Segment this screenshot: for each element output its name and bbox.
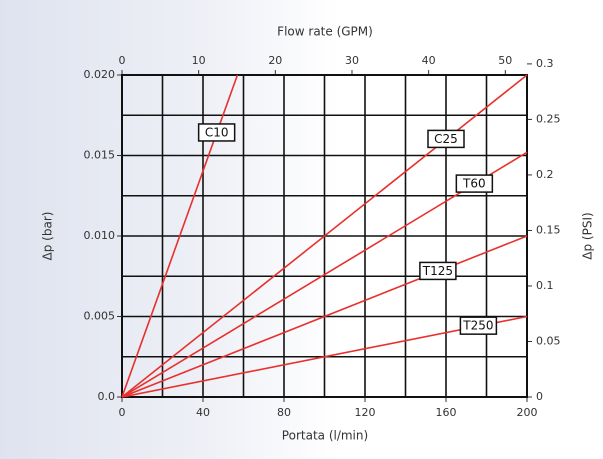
- series-label-box: [455, 174, 494, 193]
- x-tick-label: 40: [196, 406, 210, 419]
- series-label-box: [419, 261, 457, 281]
- series-label: T125: [422, 264, 453, 278]
- series-label: T60: [462, 177, 486, 191]
- series-line: [121, 151, 528, 398]
- x2-tick-label: 0: [119, 54, 126, 67]
- y-tick-label: 0.015: [84, 149, 116, 162]
- x-tick-label: 80: [277, 406, 291, 419]
- series-label-box: [427, 129, 465, 149]
- x-tick-label: 160: [436, 406, 457, 419]
- x2-tick-label: 50: [498, 54, 512, 67]
- series-line: [121, 235, 528, 398]
- x-tick-label: 120: [355, 406, 376, 419]
- x2-tick-label: 40: [422, 54, 436, 67]
- series-label: T250: [462, 319, 493, 333]
- series-label: C10: [205, 125, 229, 139]
- y-tick-label: 0.005: [84, 310, 116, 323]
- y2-axis-title: Δp (PSI): [581, 212, 595, 259]
- series-label-box: [459, 316, 498, 335]
- x-tick-label: 0: [119, 406, 126, 419]
- y2-tick-label: 0: [536, 390, 543, 403]
- y2-tick-label: 0.05: [536, 334, 561, 347]
- series-line: [121, 315, 528, 398]
- x-tick-label: 200: [517, 406, 538, 419]
- x2-tick-label: 20: [268, 54, 282, 67]
- y2-tick-label: 0.3: [536, 57, 554, 70]
- series-label-box: [197, 123, 236, 142]
- x2-tick-label: 30: [345, 54, 359, 67]
- y-tick-label: 0.020: [84, 68, 116, 81]
- y2-tick-label: 0.1: [536, 279, 554, 292]
- y2-tick-label: 0.2: [536, 168, 554, 181]
- y-tick-label: 0.010: [84, 229, 116, 242]
- series-label: C25: [434, 132, 458, 146]
- y-tick-label: 0.0: [98, 390, 116, 403]
- series-line: [121, 74, 528, 398]
- y2-tick-label: 0.15: [536, 223, 561, 236]
- x2-tick-label: 10: [192, 54, 206, 67]
- top-axis-title: Flow rate (GPM): [277, 25, 373, 39]
- y-axis-title: Δp (bar): [41, 212, 55, 261]
- x-axis-title: Portata (l/min): [282, 429, 368, 443]
- y2-tick-label: 0.25: [536, 112, 561, 125]
